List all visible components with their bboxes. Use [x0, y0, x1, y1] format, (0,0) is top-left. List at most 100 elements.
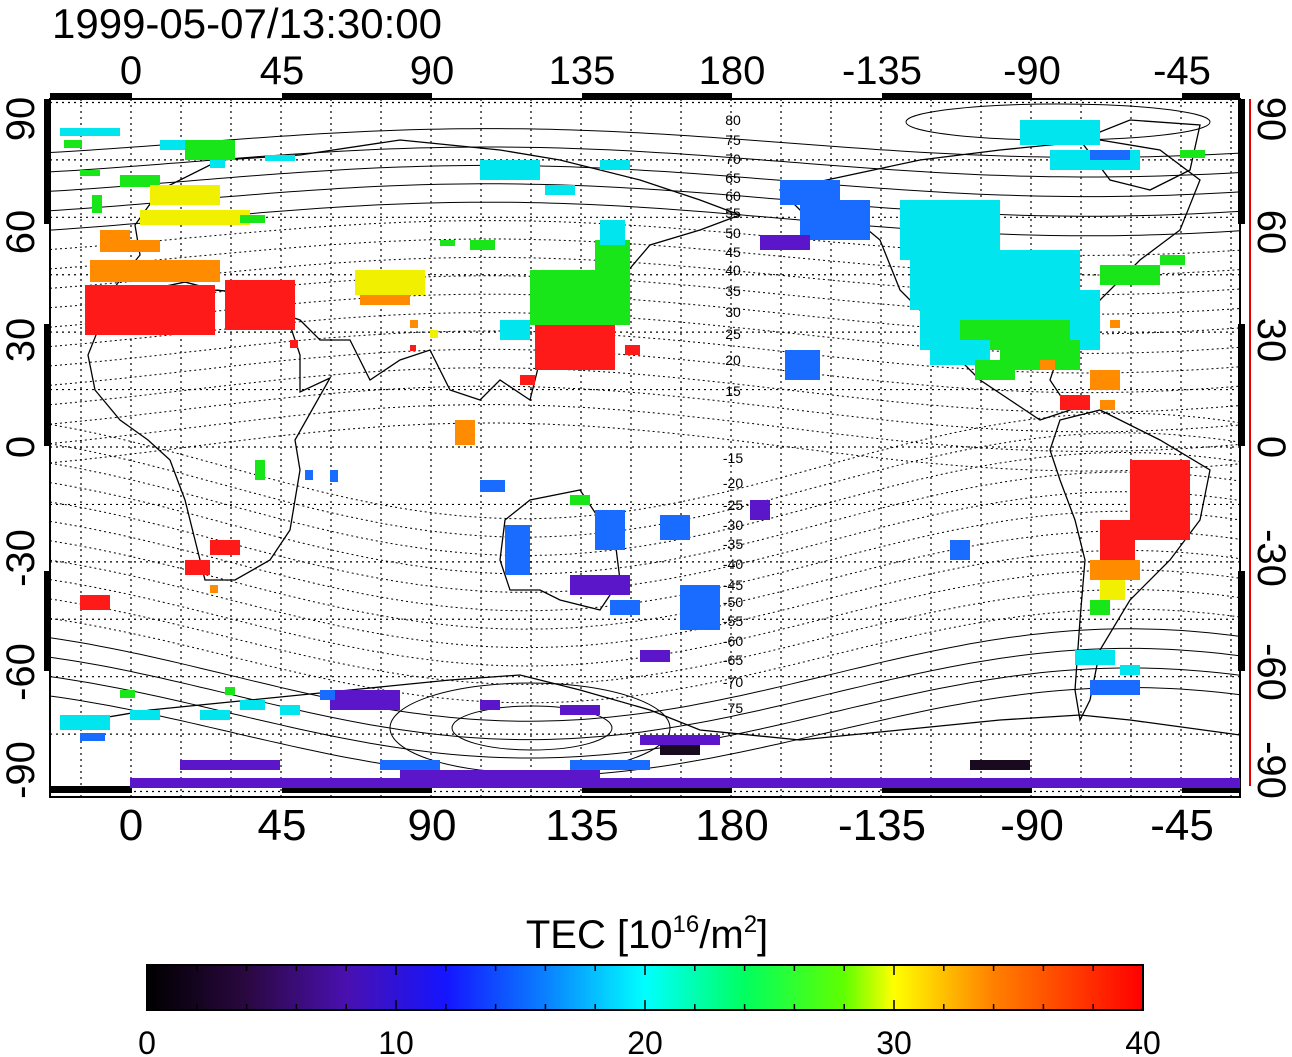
tec-patch [480, 480, 505, 492]
tec-patch [570, 760, 650, 770]
antarctica-outline [59, 674, 1240, 741]
tec-patch [80, 595, 110, 610]
tec-patch [210, 160, 225, 168]
tec-patch [520, 375, 535, 385]
bottom-scale-bar [50, 786, 1240, 793]
y-tick-right-90: 90 [1249, 97, 1292, 142]
x-tick-bottom-90: 90 [408, 801, 457, 850]
tec-patch [1100, 400, 1115, 410]
tec-patch [380, 760, 440, 770]
contour-line [50, 491, 1240, 593]
tec-patch [600, 220, 625, 245]
tec-patch [100, 240, 160, 252]
contour-line [50, 146, 1240, 178]
tec-patch [480, 700, 500, 710]
tec-patch [800, 200, 870, 240]
tec-patch [60, 715, 110, 730]
tec-patch [320, 690, 335, 700]
x-tick-top-135: 135 [549, 49, 616, 93]
contour-line [50, 183, 1240, 217]
tec-patch [225, 280, 295, 330]
contour-label-n: 75 [725, 132, 741, 148]
tec-patch [570, 575, 630, 595]
contour-line [50, 628, 1240, 722]
tec-patch [60, 128, 120, 136]
contour-label-n: 80 [725, 112, 741, 128]
contour-line [50, 452, 1240, 556]
contour-line [50, 330, 1240, 374]
contour-line [50, 220, 1240, 256]
tec-patch [545, 185, 575, 195]
y-tick-right-60: 60 [1249, 210, 1292, 255]
tec-patch [440, 240, 455, 246]
tec-observations [60, 120, 1240, 788]
tec-patch [355, 270, 425, 295]
tec-patch [1100, 520, 1135, 560]
colorbar-tick-labels: 0 10 20 30 40 [138, 1025, 1161, 1057]
y-tick-right-m90: -90 [1249, 741, 1292, 799]
tec-patch [255, 460, 265, 480]
contour-label-n: 50 [725, 225, 741, 241]
tec-patch [480, 160, 540, 180]
contour-line [50, 164, 1240, 198]
tec-patch [400, 770, 600, 780]
contour-label-n: 70 [725, 151, 741, 167]
tec-patch [1100, 580, 1125, 600]
tec-patch [950, 540, 970, 560]
y-axis-right: 90 60 30 0 -30 -60 -90 [1249, 97, 1292, 799]
x-tick-top-0: 0 [120, 49, 142, 93]
tec-patch [1180, 150, 1205, 158]
contour-line [50, 647, 1240, 741]
magnetic-latitude-contours [50, 103, 1240, 778]
tec-patch [130, 710, 160, 720]
contour-line [50, 348, 1240, 394]
contour-line [50, 238, 1240, 276]
tec-patch [280, 705, 300, 715]
tec-patch [535, 325, 615, 370]
contour-line [50, 549, 1240, 649]
x-tick-bottom-m90: -90 [1000, 801, 1064, 850]
tec-patch [625, 345, 640, 355]
x-tick-top-m135: -135 [842, 49, 922, 93]
contour-label-s: -75 [723, 700, 743, 716]
tec-patch [1130, 460, 1190, 540]
tec-patch [1090, 560, 1140, 580]
contour-line [50, 293, 1240, 335]
tec-patch [92, 195, 102, 213]
y-tick-left-90: 90 [0, 97, 43, 142]
right-scale-bar [1238, 99, 1251, 786]
x-tick-top-m45: -45 [1153, 49, 1211, 93]
x-tick-bottom-45: 45 [258, 801, 307, 850]
tec-patch [570, 495, 590, 505]
lat-lon-graticule [50, 99, 1240, 797]
contour-line [50, 471, 1240, 575]
tec-patch [640, 650, 670, 662]
tec-patch [150, 185, 220, 205]
tec-patch [80, 170, 100, 176]
south-pole-oval [451, 705, 613, 751]
tec-patch [225, 687, 235, 695]
contour-label-s: -30 [723, 517, 743, 533]
tec-patch [265, 155, 295, 161]
tec-patch [90, 260, 220, 282]
tec-patch [455, 420, 475, 445]
contour-label-n: 45 [725, 244, 741, 260]
contour-line [50, 128, 1240, 158]
contour-label-n: 60 [725, 188, 741, 204]
contour-label-s: -20 [723, 475, 743, 491]
contour-label-s: -15 [723, 450, 743, 466]
contour-label-s: -70 [723, 674, 743, 690]
tec-patch [1160, 255, 1185, 265]
tec-patch [410, 320, 418, 328]
x-tick-top-45: 45 [260, 49, 305, 93]
y-tick-left-60: 60 [0, 210, 43, 255]
x-axis-bottom: 0 45 90 135 180 -135 -90 -45 [119, 801, 1214, 850]
tec-patch [505, 525, 530, 575]
contour-label-n: 65 [725, 170, 741, 186]
x-tick-bottom-180: 180 [695, 801, 768, 850]
y-tick-right-m60: -60 [1249, 643, 1292, 701]
tec-patch [360, 295, 410, 305]
contour-label-s: -35 [723, 536, 743, 552]
tec-patch [595, 510, 625, 550]
